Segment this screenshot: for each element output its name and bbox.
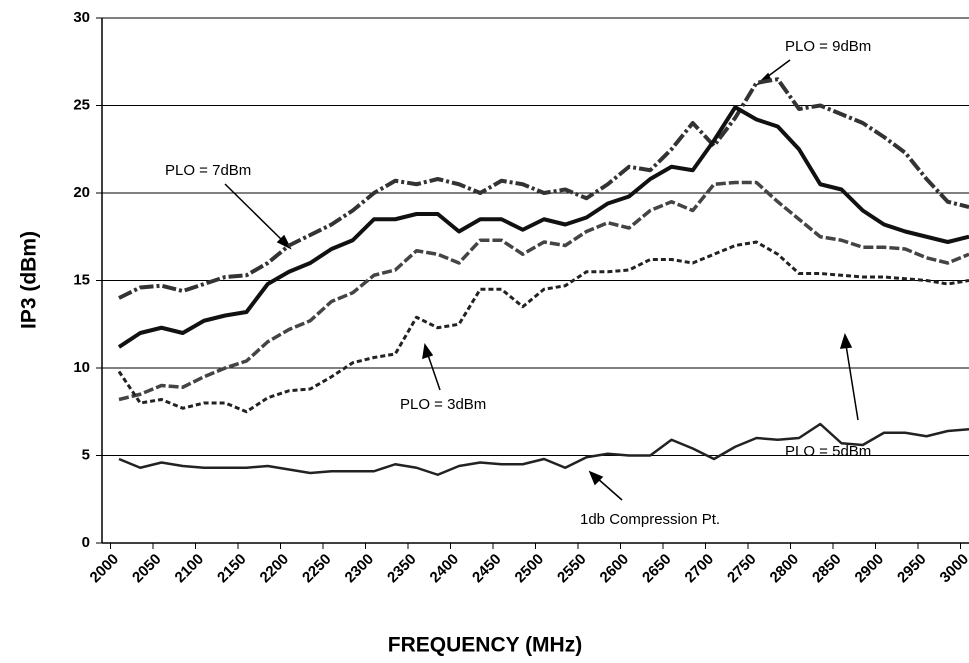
x-tick-label: 2500 bbox=[512, 551, 548, 587]
arrows bbox=[224, 59, 859, 501]
y-tick-label: 5 bbox=[82, 446, 90, 463]
x-tick-label: 2800 bbox=[767, 551, 803, 587]
x-tick-label: 2250 bbox=[299, 551, 335, 587]
x-tick-label: 2000 bbox=[87, 551, 123, 587]
y-tick-label: 25 bbox=[73, 96, 90, 113]
series-label: PLO = 3dBm bbox=[400, 396, 486, 413]
x-tick-label: 3000 bbox=[937, 551, 969, 587]
x-tick-label: 2550 bbox=[554, 551, 590, 587]
x-tick-label: 2750 bbox=[724, 551, 760, 587]
series-label: PLO = 9dBm bbox=[785, 38, 871, 55]
y-tick-label: 0 bbox=[82, 534, 90, 551]
series-line bbox=[117, 240, 969, 414]
x-tick-label: 2900 bbox=[852, 551, 888, 587]
x-tick-label: 2100 bbox=[172, 551, 208, 587]
x-tick-label: 2400 bbox=[427, 551, 463, 587]
series-label: PLO = 5dBm bbox=[785, 443, 871, 460]
x-tick-label: 2050 bbox=[129, 551, 165, 587]
x-tick-label: 2950 bbox=[894, 551, 930, 587]
y-tick-label: 30 bbox=[73, 9, 90, 26]
series-line bbox=[118, 422, 969, 476]
y-tick-label: 10 bbox=[73, 359, 90, 376]
x-tick-label: 2200 bbox=[257, 551, 293, 587]
x-tick-label: 2850 bbox=[809, 551, 845, 587]
series-label: 1db Compression Pt. bbox=[580, 511, 720, 528]
x-axis-title: FREQUENCY (MHz) bbox=[388, 634, 582, 657]
y-tick-label: 15 bbox=[73, 271, 90, 288]
series-line bbox=[118, 180, 969, 402]
x-tick-label: 2150 bbox=[214, 551, 250, 587]
x-tick-label: 2600 bbox=[597, 551, 633, 587]
x-tick-label: 2350 bbox=[384, 551, 420, 587]
series-line bbox=[117, 105, 969, 349]
y-tick-label: 20 bbox=[73, 184, 90, 201]
x-tick-label: 2300 bbox=[342, 551, 378, 587]
series-line bbox=[118, 77, 969, 300]
x-tick-label: 2450 bbox=[469, 551, 505, 587]
x-tick-label: 2700 bbox=[682, 551, 718, 587]
y-axis-title: IP3 (dBm) bbox=[18, 231, 41, 329]
series-label: PLO = 7dBm bbox=[165, 162, 251, 179]
x-tick-label: 2650 bbox=[639, 551, 675, 587]
